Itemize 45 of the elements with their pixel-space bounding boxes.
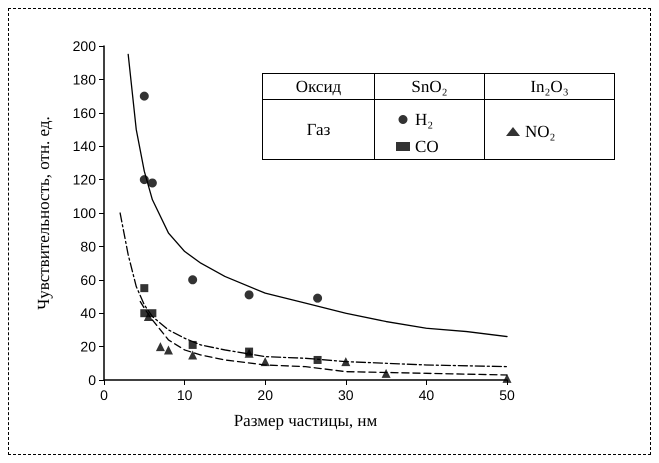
x-tick-label: 50 (499, 387, 515, 403)
point (313, 294, 322, 303)
point (502, 374, 512, 383)
y-tick-label: 80 (80, 238, 96, 254)
point (140, 92, 149, 101)
y-axis-title: Чувствительность, отн. ед. (34, 116, 53, 310)
x-tick-label: 30 (338, 387, 354, 403)
y-tick-label: 200 (72, 38, 96, 54)
legend-label: NO₂ (525, 122, 556, 141)
y-tick-label: 160 (72, 104, 96, 121)
x-tick-label: 20 (257, 387, 274, 403)
point (382, 368, 391, 378)
point (188, 340, 197, 349)
point (148, 178, 157, 188)
annotation: Оксид (262, 73, 375, 100)
annotation: SnO₂ (375, 73, 485, 100)
point (260, 357, 270, 366)
point (244, 290, 254, 300)
point (156, 342, 165, 352)
point (314, 356, 322, 364)
y-tick-label: 140 (72, 138, 96, 154)
point (144, 312, 153, 322)
point (140, 284, 148, 292)
point (188, 275, 198, 284)
y-tick-label: 20 (80, 338, 96, 355)
point (148, 309, 156, 318)
annotation: Газ (262, 100, 375, 160)
y-tick-label: 100 (72, 205, 96, 221)
y-tick-label: 0 (88, 372, 96, 388)
x-tick-label: 0 (100, 387, 108, 403)
y-tick-label: 180 (72, 71, 96, 88)
y-tick-label: 40 (80, 305, 96, 322)
line-series (128, 54, 508, 338)
legend-label: H₂ (415, 110, 434, 129)
x-axis-title: Размер частицы, нм (234, 411, 378, 430)
point (341, 357, 350, 366)
text: In₂O₃ (530, 76, 569, 96)
x-tick-label: 40 (418, 387, 434, 403)
y-tick-label: 60 (80, 272, 96, 288)
point (188, 350, 198, 360)
legend-label: CO (415, 137, 439, 156)
x-tick-label: 10 (176, 387, 193, 403)
point (164, 345, 173, 354)
y-tick-label: 120 (72, 172, 96, 188)
point (140, 175, 149, 184)
